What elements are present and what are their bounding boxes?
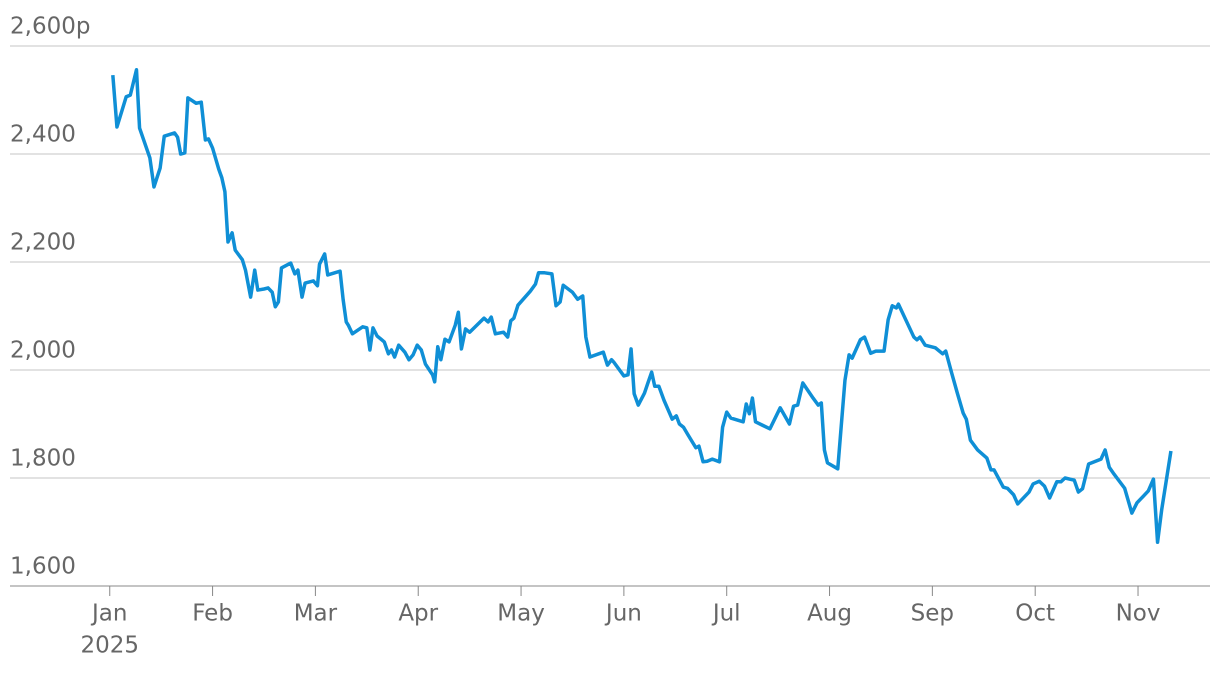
x-tick-label: May [497, 601, 545, 627]
y-tick-label: 2,200 [10, 230, 76, 256]
y-tick-label: 1,600 [10, 554, 76, 580]
y-tick-label: 1,800 [10, 446, 76, 472]
x-tick-label: Sep [911, 601, 954, 627]
x-tick-label: Jan [90, 601, 127, 627]
y-tick-label: 2,400 [10, 122, 76, 148]
x-tick-label: Apr [398, 601, 438, 627]
year-label: 2025 [80, 633, 139, 659]
x-tick-label: Aug [807, 601, 852, 627]
x-tick-label: Jun [604, 601, 642, 627]
x-tick-label: Feb [192, 601, 233, 627]
x-tick-label: Oct [1015, 601, 1055, 627]
x-tick-label: Jul [711, 601, 741, 627]
y-tick-label: 2,000 [10, 338, 76, 364]
price-line [111, 68, 1173, 545]
y-tick-label: 2,600p [10, 14, 90, 40]
x-tick-label: Mar [294, 601, 338, 627]
x-tick-label: Nov [1116, 601, 1161, 627]
